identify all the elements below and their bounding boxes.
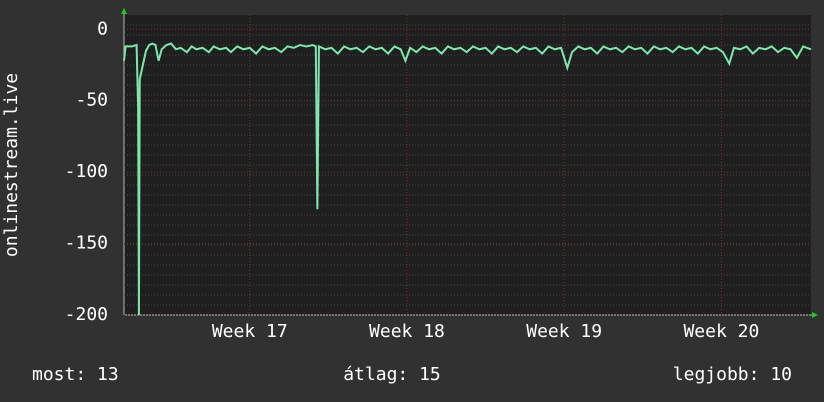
- y-tick-label: 0: [97, 18, 108, 39]
- x-tick-label: Week 18: [369, 321, 445, 342]
- footer-stat: most: 13: [32, 364, 119, 385]
- footer-stat: átlag: 15: [343, 364, 441, 385]
- y-tick-label: -150: [65, 233, 108, 254]
- x-tick-label: Week 19: [526, 321, 602, 342]
- x-tick-label: Week 20: [683, 321, 759, 342]
- x-tick-label: Week 17: [212, 321, 288, 342]
- line: [123, 42, 812, 316]
- y-axis-label: onlinestream.live: [1, 73, 22, 257]
- y-tick-label: -50: [75, 90, 108, 111]
- plot-area: [124, 15, 811, 315]
- y-tick-label: -100: [65, 161, 108, 182]
- y-tick-label: -200: [65, 304, 108, 325]
- footer-stat: legjobb: 10: [673, 364, 792, 385]
